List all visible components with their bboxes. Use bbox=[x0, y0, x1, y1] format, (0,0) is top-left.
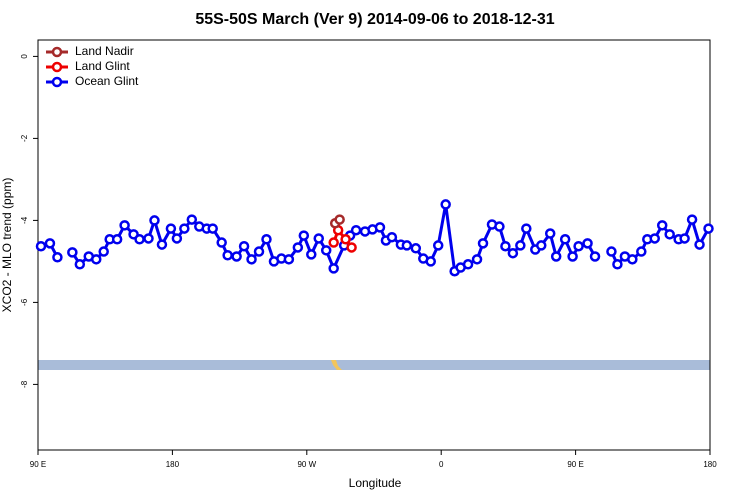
data-point bbox=[606, 246, 617, 257]
data-point bbox=[246, 254, 257, 265]
data-point bbox=[656, 220, 668, 231]
y-tick-label: -2 bbox=[20, 134, 29, 142]
data-point bbox=[536, 240, 547, 251]
data-point bbox=[340, 234, 351, 245]
data-point bbox=[686, 214, 698, 225]
chart-title: 55S-50S March (Ver 9) 2014-09-06 to 2018… bbox=[195, 11, 554, 28]
data-point bbox=[350, 224, 362, 236]
data-point bbox=[261, 234, 272, 245]
data-point bbox=[328, 263, 339, 274]
data-point bbox=[636, 246, 647, 257]
data-point bbox=[298, 230, 310, 241]
data-point bbox=[694, 239, 705, 250]
data-point bbox=[703, 223, 714, 234]
land-shape bbox=[331, 360, 342, 370]
data-point bbox=[589, 251, 601, 262]
data-point bbox=[649, 233, 660, 244]
y-tick-label: -4 bbox=[20, 216, 29, 224]
data-point bbox=[179, 223, 190, 234]
data-point bbox=[664, 229, 675, 240]
y-tick-label: -8 bbox=[20, 380, 29, 388]
legend-label: Land Nadir bbox=[75, 44, 134, 58]
data-point bbox=[35, 240, 47, 252]
data-point bbox=[149, 215, 160, 226]
data-point bbox=[521, 223, 532, 234]
data-point bbox=[216, 237, 227, 248]
data-point bbox=[171, 233, 183, 244]
data-point bbox=[627, 254, 638, 265]
data-point bbox=[515, 240, 526, 251]
legend-marker bbox=[51, 46, 63, 58]
data-point bbox=[74, 259, 86, 270]
data-point bbox=[679, 233, 690, 244]
legend-label: Ocean Glint bbox=[75, 74, 139, 88]
data-point bbox=[90, 254, 102, 265]
plot-frame bbox=[37, 39, 711, 451]
data-point bbox=[410, 243, 422, 254]
data-point bbox=[334, 214, 345, 225]
data-point bbox=[186, 214, 198, 225]
y-axis-label: XCO2 - MLO trend (ppm) bbox=[0, 178, 14, 313]
data-point bbox=[612, 259, 623, 270]
data-point bbox=[313, 233, 324, 244]
data-point bbox=[477, 238, 489, 249]
data-point bbox=[111, 234, 123, 245]
data-point bbox=[500, 240, 511, 252]
x-tick-label: 0 bbox=[439, 460, 444, 469]
y-tick-label: -6 bbox=[20, 298, 29, 306]
data-point bbox=[253, 246, 265, 257]
data-point bbox=[119, 220, 130, 231]
data-point bbox=[292, 242, 304, 253]
data-point bbox=[98, 246, 109, 257]
data-point bbox=[544, 228, 556, 239]
data-point bbox=[559, 234, 571, 245]
data-point bbox=[440, 199, 451, 210]
data-point bbox=[462, 259, 474, 270]
x-tick-label: 90 E bbox=[567, 460, 583, 469]
data-point bbox=[582, 238, 593, 249]
x-axis-label: Longitude bbox=[349, 476, 402, 490]
data-point bbox=[238, 240, 250, 252]
land-map-strip bbox=[38, 360, 710, 370]
data-point bbox=[507, 247, 519, 259]
data-point bbox=[567, 251, 578, 262]
data-point bbox=[44, 238, 56, 249]
data-point bbox=[550, 251, 562, 262]
data-point bbox=[134, 234, 145, 245]
legend-marker bbox=[51, 61, 63, 73]
y-tick-label: 0 bbox=[20, 54, 29, 59]
data-point bbox=[222, 250, 233, 261]
data-point bbox=[306, 249, 317, 260]
data-point bbox=[346, 242, 357, 253]
legend-marker bbox=[51, 76, 63, 88]
data-point bbox=[231, 251, 242, 262]
data-point bbox=[67, 247, 78, 258]
legend-label: Land Glint bbox=[75, 59, 130, 73]
x-tick-label: 90 W bbox=[297, 460, 316, 469]
data-point bbox=[432, 240, 444, 251]
data-point bbox=[165, 223, 177, 234]
data-point bbox=[494, 221, 505, 232]
data-point bbox=[471, 254, 483, 265]
data-point bbox=[425, 256, 436, 267]
x-tick-label: 180 bbox=[166, 460, 180, 469]
data-point bbox=[328, 237, 339, 248]
data-point bbox=[283, 254, 295, 265]
data-point bbox=[401, 240, 413, 251]
data-point bbox=[156, 239, 168, 250]
data-point bbox=[320, 245, 332, 256]
data-point bbox=[207, 223, 218, 234]
x-tick-label: 90 E bbox=[30, 460, 46, 469]
data-point bbox=[386, 231, 398, 243]
x-tick-label: 180 bbox=[703, 460, 717, 469]
data-point bbox=[573, 240, 584, 252]
data-point bbox=[52, 252, 63, 263]
data-point bbox=[374, 222, 386, 233]
data-point bbox=[143, 233, 154, 244]
